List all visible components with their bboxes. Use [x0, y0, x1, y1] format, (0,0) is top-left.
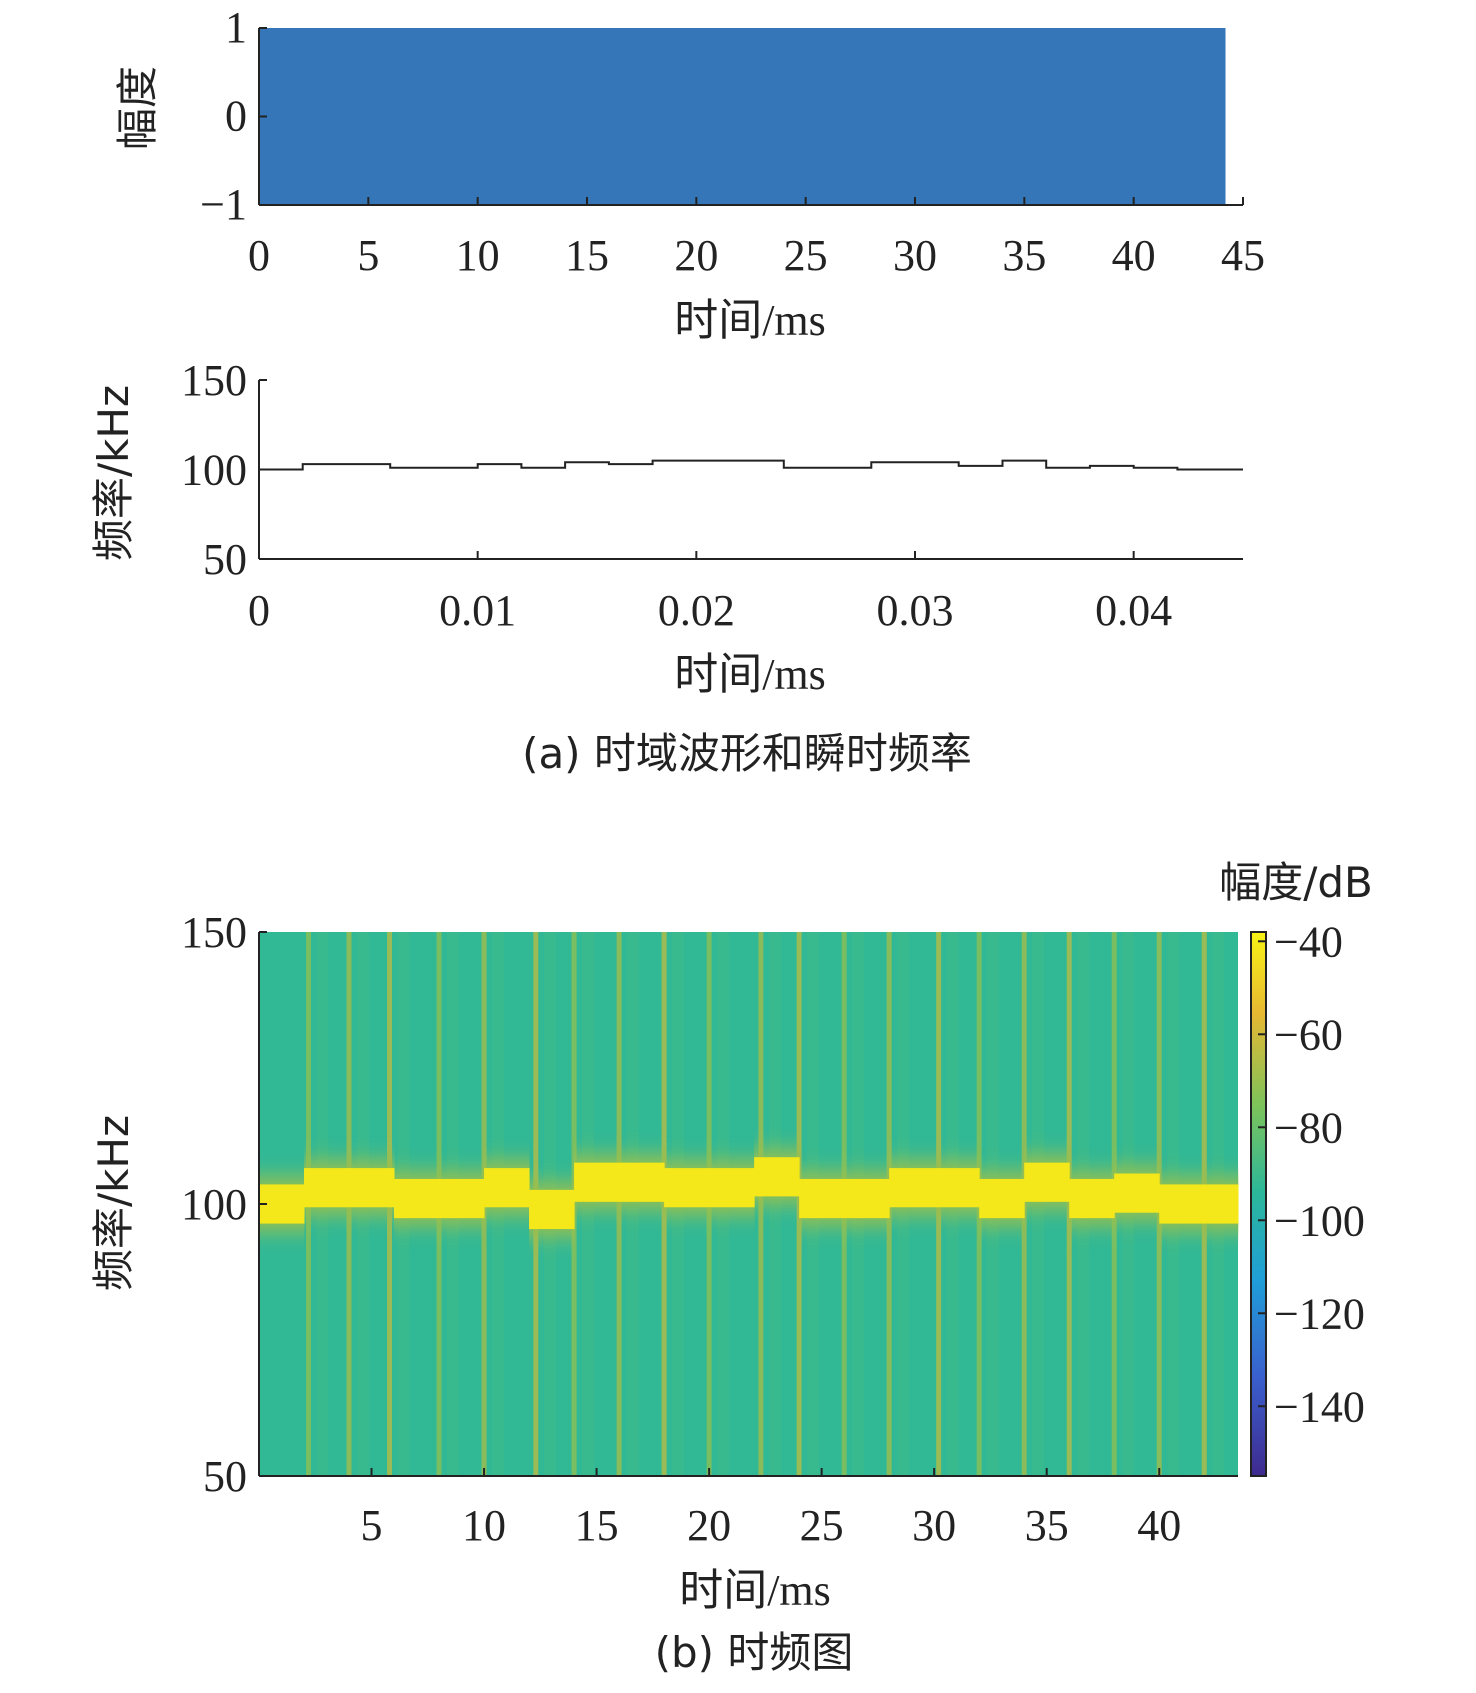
waveform-panel: 0 5 10 15 20 25 30 35 40 45 −101 时间/ms 幅度 [113, 3, 1265, 345]
waveform-y-axis-label: 幅度 [113, 66, 162, 150]
spectrogram-x-tick-label: 35 [1025, 1501, 1069, 1550]
heatmap-ridge-segment [979, 1178, 1025, 1219]
colorbar-tick-label: −60 [1274, 1010, 1343, 1059]
waveform-x-tick-label: 5 [357, 231, 379, 280]
waveform-y-tick-label: −1 [200, 180, 247, 229]
frequency-y-axis-label: 频率/kHz [89, 385, 138, 561]
colorbar-tick-label: −100 [1274, 1196, 1365, 1245]
heatmap-ridge-segment [1204, 1184, 1239, 1224]
spectrogram-x-tick-label: 40 [1137, 1501, 1181, 1550]
frequency-axes [258, 380, 1243, 560]
frequency-y-ticks: 50 100 150 [181, 356, 267, 584]
waveform-y-tick-label: 0 [225, 92, 247, 141]
waveform-y-tick-label: 1 [225, 3, 247, 52]
spectrogram-x-tick-label: 10 [462, 1501, 506, 1550]
frequency-panel: 0 0.01 0.02 0.03 0.04 50 100 150 时间/ms 频率/kHz [89, 356, 1243, 699]
waveform-x-tick-label: 45 [1221, 231, 1265, 280]
waveform-y-ticks: −1 0 1 [200, 3, 267, 229]
waveform-x-tick-label: 40 [1112, 231, 1156, 280]
waveform-area [259, 28, 1226, 205]
heatmap-ridge-segment [664, 1168, 755, 1208]
waveform-x-tick-label: 30 [893, 231, 937, 280]
heatmap-ridge-segment [1114, 1173, 1160, 1213]
spectrogram-y-axis-label: 频率/kHz [89, 1115, 138, 1291]
frequency-y-tick-label: 50 [203, 535, 247, 584]
heatmap-ridge-segment [754, 1157, 800, 1197]
waveform-x-ticks: 0 5 10 15 20 25 30 35 40 45 [248, 197, 1265, 280]
heatmap-ridge-segment [304, 1168, 395, 1208]
spectrogram-panel: 5 10 15 20 25 30 35 40 50 100 150 时间/ms 频率/kHz −4… [89, 858, 1373, 1615]
spectrogram-x-tick-label: 25 [800, 1501, 844, 1550]
colorbar-ticks: −40 −60 −80 −100 −120 −140 [1258, 917, 1365, 1431]
heatmap-ridge-segment [1024, 1162, 1070, 1202]
heatmap-ridge-segment [529, 1189, 575, 1230]
caption-a: (a) 时域波形和瞬时频率 [522, 729, 972, 778]
heatmap-ridge-segment [484, 1168, 530, 1208]
heatmap-ridge-segment [1069, 1178, 1115, 1219]
waveform-x-tick-label: 35 [1002, 231, 1046, 280]
colorbar-label: 幅度/dB [1219, 858, 1373, 907]
heatmap-ridge-segment [394, 1178, 485, 1219]
frequency-y-tick-label: 150 [181, 356, 247, 405]
frequency-x-ticks: 0 0.01 0.02 0.03 0.04 [248, 551, 1172, 635]
spectrogram-x-tick-label: 5 [361, 1501, 383, 1550]
spectrogram-x-tick-label: 30 [912, 1501, 956, 1550]
heatmap-ridge-segment [889, 1168, 980, 1208]
spectrogram-x-axis-label: 时间/ms [679, 1566, 831, 1615]
spectrogram-y-ticks: 50 100 150 [181, 908, 267, 1501]
frequency-x-axis-label: 时间/ms [674, 650, 826, 699]
colorbar-tick-label: −140 [1274, 1382, 1365, 1431]
spectrogram-x-tick-label: 20 [687, 1501, 731, 1550]
spectrogram-x-tick-label: 15 [575, 1501, 619, 1550]
waveform-x-tick-label: 10 [456, 231, 500, 280]
spectrogram-heatmap [259, 932, 1239, 1476]
heatmap-ridge-segment [1159, 1184, 1205, 1224]
spectrogram-x-ticks: 5 10 15 20 25 30 35 40 [361, 1468, 1181, 1550]
spectrogram-y-tick-label: 50 [203, 1452, 247, 1501]
frequency-x-tick-label: 0.01 [439, 586, 516, 635]
frequency-y-tick-label: 100 [181, 446, 247, 495]
frequency-x-tick-label: 0.02 [658, 586, 735, 635]
frequency-x-tick-label: 0.03 [877, 586, 954, 635]
colorbar [1250, 931, 1267, 1477]
caption-b: (b) 时频图 [655, 1628, 854, 1677]
colorbar-tick-label: −120 [1274, 1289, 1365, 1338]
spectrogram-y-tick-label: 100 [181, 1180, 247, 1229]
heatmap-ridge-segment [574, 1162, 665, 1202]
frequency-x-tick-label: 0 [248, 586, 270, 635]
waveform-x-tick-label: 20 [674, 231, 718, 280]
waveform-x-tick-label: 15 [565, 231, 609, 280]
waveform-x-tick-label: 25 [784, 231, 828, 280]
colorbar-tick-label: −40 [1274, 917, 1343, 966]
waveform-x-axis-label: 时间/ms [674, 296, 826, 345]
colorbar-tick-label: −80 [1274, 1103, 1343, 1152]
frequency-x-tick-label: 0.04 [1095, 586, 1172, 635]
spectrogram-y-tick-label: 150 [181, 908, 247, 957]
waveform-x-tick-label: 0 [248, 231, 270, 280]
frequency-line [259, 459, 1243, 471]
heatmap-ridge-segment [799, 1178, 890, 1219]
